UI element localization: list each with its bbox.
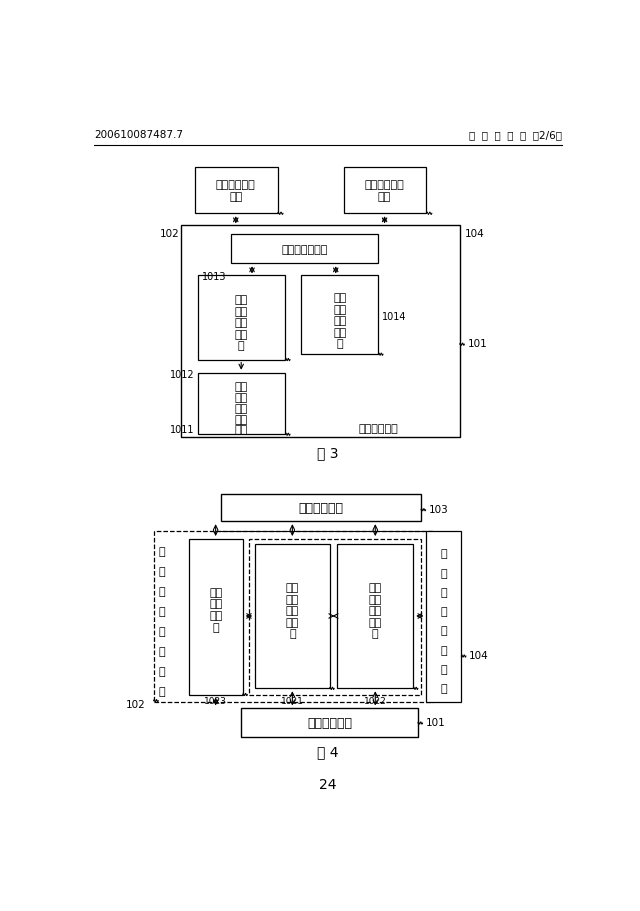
Text: 处理: 处理 bbox=[235, 318, 248, 328]
Text: 104: 104 bbox=[465, 229, 484, 239]
Text: 脚本: 脚本 bbox=[369, 595, 382, 605]
Bar bbox=[241, 709, 418, 737]
Text: 文件: 文件 bbox=[333, 304, 346, 314]
Text: 数据处理模块: 数据处理模块 bbox=[358, 424, 398, 434]
Text: 子模: 子模 bbox=[333, 328, 346, 338]
Bar bbox=[301, 275, 378, 354]
Text: 1023: 1023 bbox=[204, 697, 227, 706]
Text: 块: 块 bbox=[440, 684, 447, 694]
Text: 业务逻辑处理: 业务逻辑处理 bbox=[365, 179, 404, 189]
Bar bbox=[180, 225, 460, 436]
Bar bbox=[221, 495, 421, 521]
Text: 103: 103 bbox=[429, 505, 449, 515]
Text: 200610087487.7: 200610087487.7 bbox=[94, 129, 183, 139]
Text: 网络: 网络 bbox=[235, 383, 248, 393]
Text: 1013: 1013 bbox=[202, 272, 227, 282]
Text: 101: 101 bbox=[467, 339, 487, 349]
Text: 模块: 模块 bbox=[229, 192, 243, 202]
Text: 点选: 点选 bbox=[235, 404, 248, 414]
Text: 解析: 解析 bbox=[369, 607, 382, 617]
Text: 子模: 子模 bbox=[209, 611, 222, 621]
Text: 块: 块 bbox=[372, 630, 379, 640]
Text: 模: 模 bbox=[159, 667, 166, 677]
Text: 网络: 网络 bbox=[235, 295, 248, 305]
Text: 访问: 访问 bbox=[333, 316, 346, 326]
Bar bbox=[255, 545, 330, 689]
Text: 104: 104 bbox=[469, 651, 489, 661]
Text: 块: 块 bbox=[336, 339, 343, 349]
Text: 务: 务 bbox=[440, 568, 447, 578]
Bar bbox=[195, 167, 278, 213]
Bar bbox=[198, 373, 285, 435]
Text: 链路: 链路 bbox=[235, 307, 248, 317]
Text: 择子: 择子 bbox=[235, 415, 248, 425]
Text: 子模: 子模 bbox=[285, 618, 299, 628]
Bar bbox=[231, 234, 378, 263]
Text: 用户界面模块: 用户界面模块 bbox=[298, 502, 344, 515]
Bar bbox=[189, 539, 243, 694]
Text: 本地: 本地 bbox=[333, 293, 346, 303]
Text: 1021: 1021 bbox=[281, 697, 304, 706]
Text: 图 4: 图 4 bbox=[317, 745, 339, 759]
Text: 言: 言 bbox=[159, 607, 166, 617]
Text: 101: 101 bbox=[426, 718, 445, 728]
Text: 脚本: 脚本 bbox=[285, 595, 299, 605]
Text: 接入: 接入 bbox=[235, 393, 248, 403]
Bar bbox=[337, 545, 413, 689]
Text: 模块: 模块 bbox=[235, 425, 248, 435]
Text: 说  明  书  附  图  第2/6页: 说 明 书 附 图 第2/6页 bbox=[469, 129, 562, 139]
Text: 控制: 控制 bbox=[209, 599, 222, 609]
Text: 块: 块 bbox=[212, 622, 219, 632]
Text: 逻: 逻 bbox=[440, 588, 447, 598]
Text: 模块: 模块 bbox=[378, 192, 391, 202]
Text: 102: 102 bbox=[159, 229, 179, 239]
Text: 块: 块 bbox=[159, 687, 166, 697]
Text: 模: 模 bbox=[440, 665, 447, 675]
Text: 数据控制子模块: 数据控制子模块 bbox=[282, 245, 328, 255]
Text: 地图: 地图 bbox=[369, 583, 382, 593]
Text: 事件: 事件 bbox=[209, 588, 222, 598]
Text: 辑: 辑 bbox=[440, 607, 447, 617]
Bar bbox=[154, 531, 433, 702]
Text: 理: 理 bbox=[440, 646, 447, 656]
Bar bbox=[249, 539, 421, 694]
Text: 1022: 1022 bbox=[364, 697, 387, 706]
Text: 块: 块 bbox=[238, 342, 244, 352]
Bar bbox=[344, 167, 426, 213]
Text: 脚本解析语言: 脚本解析语言 bbox=[216, 179, 255, 189]
Text: 1012: 1012 bbox=[170, 370, 195, 380]
Text: 语: 语 bbox=[159, 587, 166, 597]
Text: 本: 本 bbox=[159, 567, 166, 577]
Text: 子模: 子模 bbox=[235, 330, 248, 340]
Text: 1014: 1014 bbox=[382, 312, 407, 322]
Text: 处: 处 bbox=[440, 627, 447, 637]
Text: 脚: 脚 bbox=[159, 548, 166, 557]
Text: 1011: 1011 bbox=[170, 425, 195, 435]
Text: 块: 块 bbox=[289, 630, 296, 640]
Text: 解析: 解析 bbox=[285, 607, 299, 617]
Text: 页面: 页面 bbox=[285, 583, 299, 593]
Text: 子模: 子模 bbox=[369, 618, 382, 628]
Text: 析: 析 bbox=[159, 647, 166, 657]
Text: 24: 24 bbox=[319, 778, 337, 793]
Text: 图 3: 图 3 bbox=[317, 446, 339, 460]
Text: 解: 解 bbox=[159, 627, 166, 637]
Bar bbox=[198, 275, 285, 360]
Bar bbox=[426, 531, 461, 702]
Text: 业: 业 bbox=[440, 549, 447, 559]
Text: 数据处理模块: 数据处理模块 bbox=[307, 717, 352, 730]
Text: 102: 102 bbox=[126, 700, 146, 710]
